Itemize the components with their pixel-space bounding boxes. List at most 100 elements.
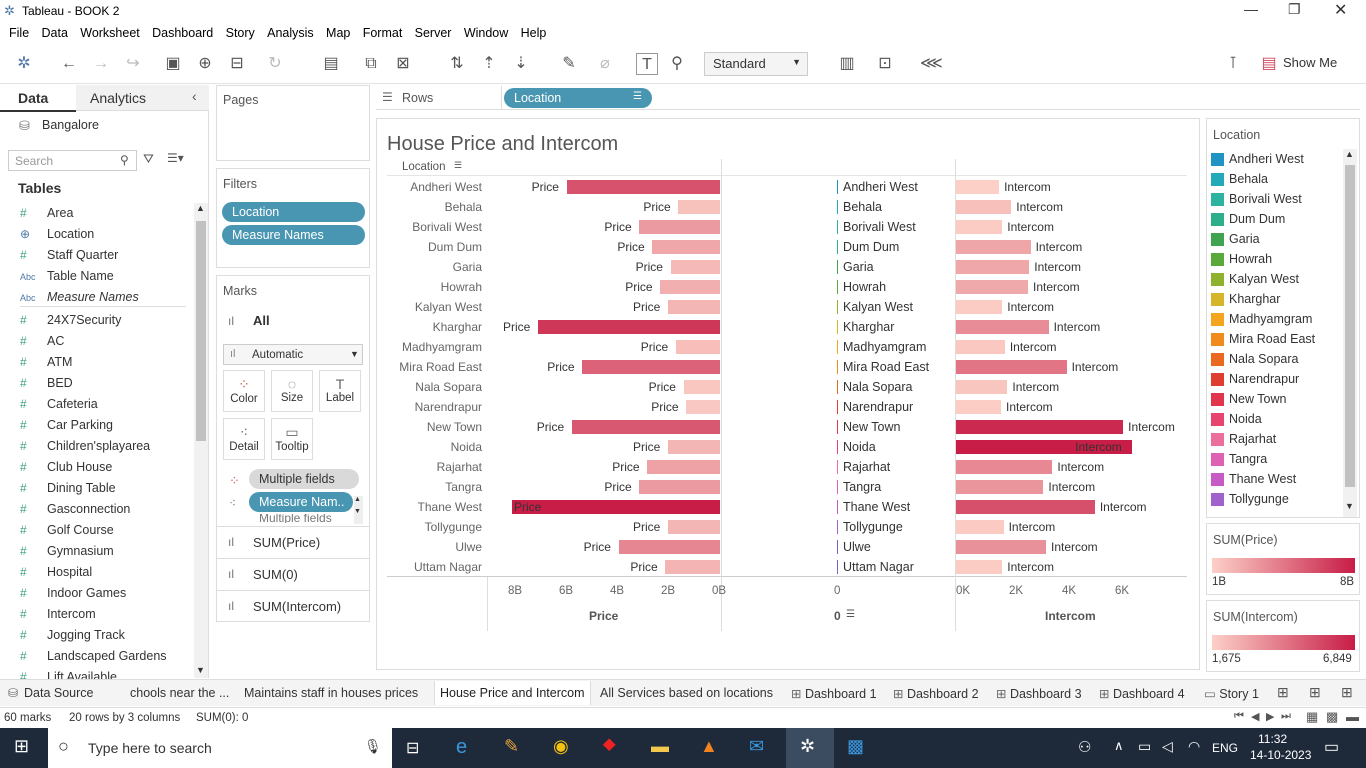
new-worksheet-icon[interactable]: ▤ (323, 55, 339, 72)
row-label[interactable]: Uttam Nagar (413, 560, 482, 574)
intercom-bar[interactable] (956, 360, 1067, 374)
field-item[interactable]: # Club House (0, 457, 190, 478)
label-button[interactable]: T Label (319, 370, 361, 412)
zero-mark[interactable] (837, 380, 838, 394)
intercom-bar[interactable] (956, 420, 1124, 434)
vlc-icon[interactable]: ▲ (700, 736, 718, 756)
intercom-bar[interactable] (956, 460, 1053, 474)
view-options-icon[interactable]: ☰▾ (167, 151, 184, 165)
show-tabs-icon[interactable]: ▬ (1346, 709, 1359, 724)
price-bar[interactable] (683, 380, 720, 394)
field-item[interactable]: # Golf Course (0, 520, 190, 541)
price-bar[interactable] (639, 220, 720, 234)
price-bar[interactable] (571, 420, 720, 434)
battery-icon[interactable]: ▭ (1138, 738, 1152, 754)
intercom-bar[interactable] (956, 440, 1133, 454)
swap-icon[interactable]: ⇅ (450, 55, 464, 72)
scroll-thumb[interactable] (1345, 165, 1355, 487)
row-label[interactable]: Dum Dum (427, 240, 482, 254)
intercom-bar[interactable] (956, 540, 1046, 554)
row-label[interactable]: Madhyamgram (401, 340, 482, 354)
zero-mark[interactable] (837, 540, 838, 554)
presentation-icon[interactable]: ⊡ (878, 55, 892, 72)
row-label[interactable]: Behala (444, 200, 482, 214)
acrobat-icon[interactable]: ⯁ (602, 736, 617, 756)
field-item[interactable]: # Gymnasium (0, 541, 190, 562)
row-label[interactable]: Kalyan West (414, 300, 482, 314)
marks-pill-multiple-fields[interactable]: Multiple fields (249, 469, 359, 489)
menu-map[interactable]: Map (326, 26, 351, 40)
fit-dropdown[interactable]: Standard ▼ (704, 52, 808, 76)
row-label[interactable]: Tangra (445, 480, 482, 494)
field-item[interactable]: # AC (0, 331, 190, 352)
field-item[interactable]: # Indoor Games (0, 583, 190, 604)
marks-pill-multiple-fields-2[interactable]: Multiple fields (259, 514, 332, 523)
row-label[interactable]: Nala Sopara (415, 380, 482, 394)
zero-mark[interactable] (837, 200, 838, 214)
marks-all[interactable]: All (253, 313, 270, 328)
field-item[interactable]: # Area (0, 203, 190, 224)
menu-help[interactable]: Help (520, 26, 547, 40)
sheet-tab[interactable]: ⊞ Dashboard 4 (1099, 681, 1185, 705)
marks-pill-measure-names[interactable]: Measure Nam.. (249, 492, 353, 512)
price-bar[interactable] (670, 260, 720, 274)
field-item[interactable]: Abc Table Name (0, 266, 190, 287)
location-header[interactable]: Location (402, 161, 446, 173)
sheet-tab[interactable]: All Services based on locations (600, 681, 773, 705)
duplicate-sheet-icon[interactable]: ⧉ (365, 55, 377, 72)
show-me-icon[interactable]: ▤ (1261, 55, 1277, 72)
intercom-bar[interactable] (956, 260, 1030, 274)
tableau-taskbar-button[interactable]: ✲ (786, 728, 834, 768)
replay-icon[interactable]: ↪ (126, 55, 140, 72)
price-bar[interactable] (566, 180, 720, 194)
menu-worksheet[interactable]: Worksheet (80, 26, 140, 40)
filters-shelf[interactable]: Filters Location Measure Names (216, 168, 370, 268)
field-item[interactable]: # Children'splayarea (0, 436, 190, 457)
price-bar[interactable] (668, 520, 720, 534)
price-bar[interactable] (665, 560, 720, 574)
row-label[interactable]: Mira Road East (399, 360, 482, 374)
field-list-scrollbar[interactable]: ▲ ▼ (194, 203, 208, 678)
field-item[interactable]: # Car Parking (0, 415, 190, 436)
field-item[interactable]: Abc Measure Names (0, 287, 190, 308)
field-item[interactable]: # Gasconnection (0, 499, 190, 520)
zero-mark[interactable] (837, 180, 838, 194)
zero-axis-title[interactable]: 0 (834, 609, 841, 623)
sort-descending-icon[interactable]: ⇣ (514, 55, 528, 72)
tab-active-sheet[interactable]: House Price and Intercom (434, 681, 591, 705)
intercom-bar[interactable] (956, 520, 1004, 534)
save-icon[interactable]: ▣ (165, 55, 181, 72)
row-label[interactable]: Kharghar (432, 320, 482, 334)
size-button[interactable]: ◌ Size (271, 370, 313, 412)
row-label[interactable]: Howrah (440, 280, 482, 294)
show-me-button[interactable]: Show Me (1283, 55, 1338, 70)
filter-pill-measure-names[interactable]: Measure Names (222, 225, 365, 245)
intercom-bar[interactable] (956, 320, 1049, 334)
microphone-icon[interactable]: 🎙 (364, 738, 382, 754)
show-hidden-icons[interactable]: ∧ (1114, 738, 1124, 753)
pages-shelf[interactable]: Pages (216, 85, 370, 161)
windows-start-icon[interactable]: ⊞ (14, 736, 30, 756)
zero-mark[interactable] (837, 500, 838, 514)
row-label[interactable]: Ulwe (455, 540, 482, 554)
intercom-bar[interactable] (956, 240, 1031, 254)
edge-icon[interactable]: e (456, 736, 468, 758)
minimize-icon[interactable]: — (1244, 1, 1258, 17)
tooltip-button[interactable]: ▭ Tooltip (271, 418, 313, 460)
zero-mark[interactable] (837, 240, 838, 254)
zero-mark[interactable] (837, 340, 838, 354)
collapse-pane-icon[interactable]: ‹ (192, 88, 197, 104)
menu-window[interactable]: Window (463, 26, 509, 40)
intercom-bar[interactable] (956, 380, 1008, 394)
detail-button[interactable]: ⁖ Detail (223, 418, 265, 460)
price-bar[interactable] (538, 320, 720, 334)
intercom-bar[interactable] (956, 500, 1095, 514)
intercom-bar[interactable] (956, 300, 1003, 314)
scroll-down-icon[interactable]: ▼ (196, 665, 205, 675)
restore-icon[interactable]: ❐ (1288, 1, 1301, 17)
task-view-icon[interactable]: ⊟ (406, 740, 420, 757)
first-sheet-icon[interactable]: ⏮ (1234, 710, 1244, 722)
field-item[interactable]: # Cafeteria (0, 394, 190, 415)
search-input[interactable]: Search ⚲ (8, 150, 137, 171)
price-bar[interactable] (660, 280, 720, 294)
